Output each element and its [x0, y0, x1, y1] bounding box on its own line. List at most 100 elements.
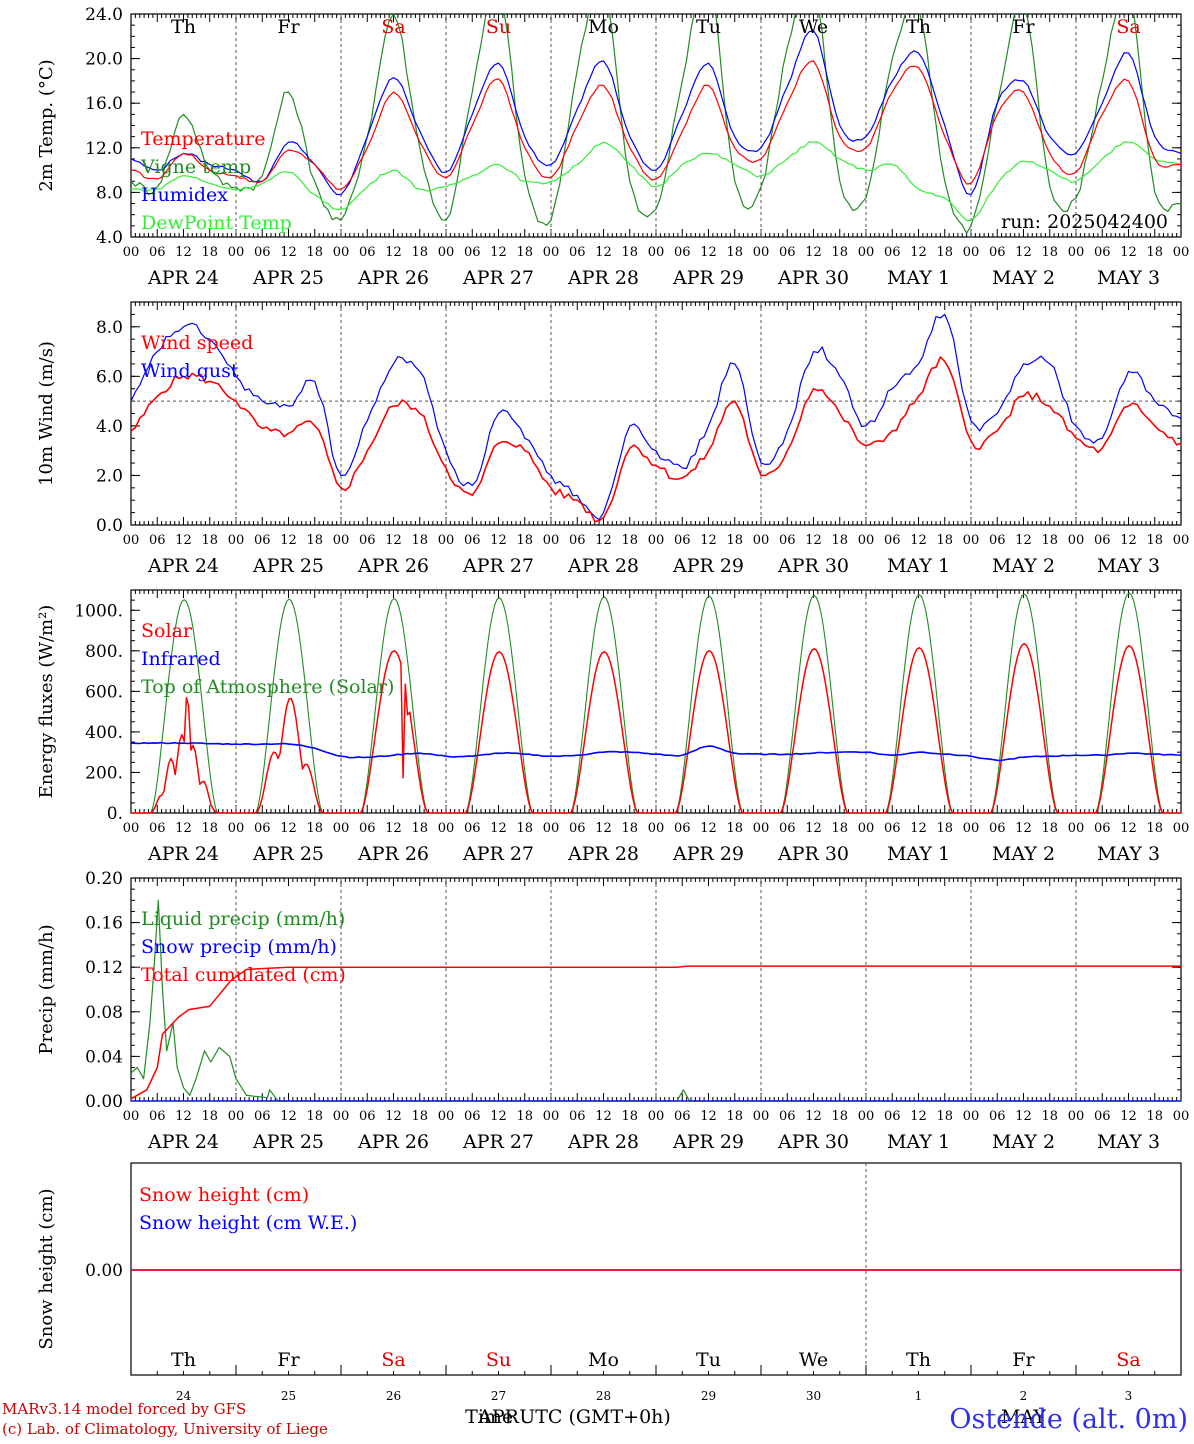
- hour-tick-label: 12: [910, 245, 927, 260]
- legend-entry: Liquid precip (mm/h): [141, 908, 345, 930]
- y-tick-label: 0.12: [85, 958, 123, 978]
- hour-tick-label: 00: [753, 821, 770, 836]
- date-label: APR 26: [357, 267, 429, 289]
- date-label: APR 28: [567, 843, 639, 865]
- hour-tick-label: 12: [805, 533, 822, 548]
- hour-tick-label: 06: [1094, 533, 1111, 548]
- weekday-label: We: [799, 1349, 828, 1371]
- date-label: APR 27: [462, 267, 534, 289]
- y-tick-label: 4.0: [96, 417, 123, 437]
- weekday-label: Fr: [1012, 16, 1035, 38]
- hour-tick-label: 06: [569, 1109, 586, 1124]
- hour-tick-label: 12: [490, 533, 507, 548]
- y-tick-label: 1000.: [74, 601, 123, 621]
- day-number: 29: [701, 1389, 716, 1403]
- date-label: APR 25: [252, 1131, 324, 1153]
- y-axis-title: 10m Wind (m/s): [36, 341, 57, 486]
- series-line-vigne-temp: [131, 14, 1181, 234]
- hour-tick-label: 12: [280, 1109, 297, 1124]
- hour-tick-label: 06: [464, 245, 481, 260]
- hour-tick-label: 06: [884, 533, 901, 548]
- series-line-liquid-precip-mm-h-: [130, 899, 1181, 1102]
- hour-tick-label: 12: [280, 821, 297, 836]
- hour-tick-label: 12: [595, 821, 612, 836]
- hour-tick-label: 18: [201, 1109, 218, 1124]
- hour-tick-label: 18: [1146, 1109, 1163, 1124]
- y-tick-label: 8.0: [96, 183, 123, 203]
- hour-tick-label: 12: [280, 533, 297, 548]
- hour-tick-label: 12: [1120, 1109, 1137, 1124]
- hour-tick-label: 18: [726, 245, 743, 260]
- hour-tick-label: 12: [805, 245, 822, 260]
- hour-tick-label: 12: [700, 821, 717, 836]
- day-number: 25: [281, 1389, 296, 1403]
- hour-tick-label: 00: [1173, 821, 1190, 836]
- date-label: MAY 2: [992, 843, 1055, 865]
- hour-tick-label: 12: [595, 1109, 612, 1124]
- legend-entry: Wind speed: [141, 332, 253, 354]
- y-tick-label: 0.: [107, 804, 123, 824]
- hour-tick-label: 06: [989, 1109, 1006, 1124]
- y-axis-title: 2m Temp. (°C): [36, 59, 57, 191]
- hour-tick-label: 00: [1068, 1109, 1085, 1124]
- series-line-total-cumulated-cm-: [130, 965, 1181, 1100]
- date-label: MAY 1: [887, 1131, 950, 1153]
- hour-tick-label: 12: [385, 1109, 402, 1124]
- day-number: 30: [806, 1389, 821, 1403]
- hour-tick-label: 18: [621, 245, 638, 260]
- weekday-label: Fr: [277, 16, 300, 38]
- hour-tick-label: 00: [438, 821, 455, 836]
- hour-tick-label: 18: [726, 821, 743, 836]
- hour-tick-label: 00: [963, 245, 980, 260]
- hour-tick-label: 12: [805, 1109, 822, 1124]
- month-label: APR: [477, 1406, 520, 1428]
- hour-tick-label: 06: [359, 821, 376, 836]
- hour-tick-label: 06: [149, 533, 166, 548]
- hour-tick-label: 06: [989, 245, 1006, 260]
- weekday-label: Su: [486, 16, 511, 38]
- date-label: APR 30: [777, 843, 849, 865]
- hour-tick-label: 18: [306, 533, 323, 548]
- date-label: APR 25: [252, 267, 324, 289]
- date-label: MAY 1: [887, 843, 950, 865]
- hour-tick-label: 06: [149, 821, 166, 836]
- hour-tick-label: 00: [438, 245, 455, 260]
- y-tick-label: 8.0: [96, 318, 123, 338]
- footer-model-credit: MARv3.14 model forced by GFS: [2, 1400, 246, 1418]
- date-label: MAY 2: [992, 267, 1055, 289]
- series-line-wind-speed: [130, 356, 1182, 523]
- hour-tick-label: 12: [910, 821, 927, 836]
- series-line-humidex: [131, 30, 1181, 196]
- date-label: APR 29: [672, 555, 744, 577]
- hour-tick-label: 06: [359, 533, 376, 548]
- hour-tick-label: 00: [228, 1109, 245, 1124]
- station-label: Ostende (alt. 0m): [949, 1404, 1188, 1435]
- weekday-label: Sa: [1116, 1349, 1140, 1371]
- hour-tick-label: 00: [858, 533, 875, 548]
- y-tick-label: 0.08: [85, 1003, 123, 1023]
- hour-tick-label: 12: [490, 245, 507, 260]
- hour-tick-label: 06: [779, 1109, 796, 1124]
- y-axis-title: Precip (mm/h): [36, 924, 57, 1054]
- hour-tick-label: 18: [621, 533, 638, 548]
- hour-tick-label: 06: [359, 245, 376, 260]
- weekday-label: Sa: [381, 1349, 405, 1371]
- hour-tick-label: 12: [1120, 821, 1137, 836]
- hour-tick-label: 06: [674, 1109, 691, 1124]
- hour-tick-label: 06: [779, 821, 796, 836]
- hour-tick-label: 06: [464, 821, 481, 836]
- day-number: 28: [596, 1389, 611, 1403]
- date-label: APR 26: [357, 555, 429, 577]
- hour-tick-label: 18: [936, 245, 953, 260]
- hour-tick-label: 12: [385, 821, 402, 836]
- hour-tick-label: 18: [516, 821, 533, 836]
- hour-tick-label: 12: [175, 1109, 192, 1124]
- series-line-dewpoint-temp: [131, 141, 1181, 222]
- y-tick-label: 0.04: [85, 1047, 123, 1067]
- hour-tick-label: 18: [1146, 245, 1163, 260]
- series-line-temperature: [131, 60, 1181, 190]
- y-tick-label: 0.0: [96, 516, 123, 536]
- hour-tick-label: 00: [1068, 245, 1085, 260]
- legend-entry: Humidex: [141, 184, 228, 206]
